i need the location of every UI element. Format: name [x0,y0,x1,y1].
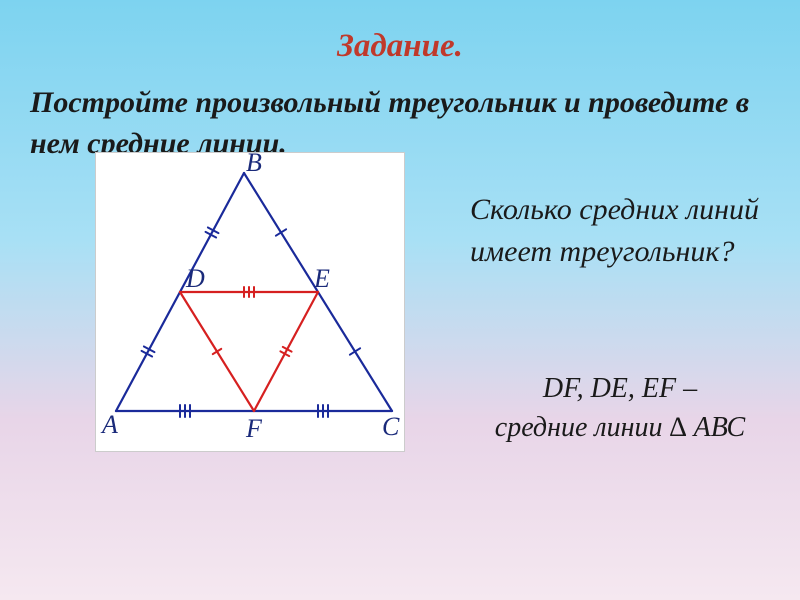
svg-text:A: A [100,410,118,439]
answer-line2: средние линии ∆ АВС [495,412,745,443]
svg-text:D: D [185,264,205,293]
svg-text:C: C [382,412,400,441]
instruction-text: Постройте произвольный треугольник и про… [0,65,800,164]
slide-title: Задание. [0,0,800,65]
svg-text:B: B [246,152,262,177]
svg-text:F: F [245,414,263,443]
content-area: ABCDEF Сколько средних линий имеет треуг… [0,164,800,584]
title-text: Задание. [337,28,463,64]
triangle-diagram: A B C D E F [95,152,405,452]
svg-text:E: E [313,264,330,293]
question-text: Сколько средних линий имеет треугольник? [470,189,770,273]
answer-text: DF, DE, EF – средние линии ∆ АВС [470,369,770,447]
answer-line1: DF, DE, EF – [543,373,697,404]
